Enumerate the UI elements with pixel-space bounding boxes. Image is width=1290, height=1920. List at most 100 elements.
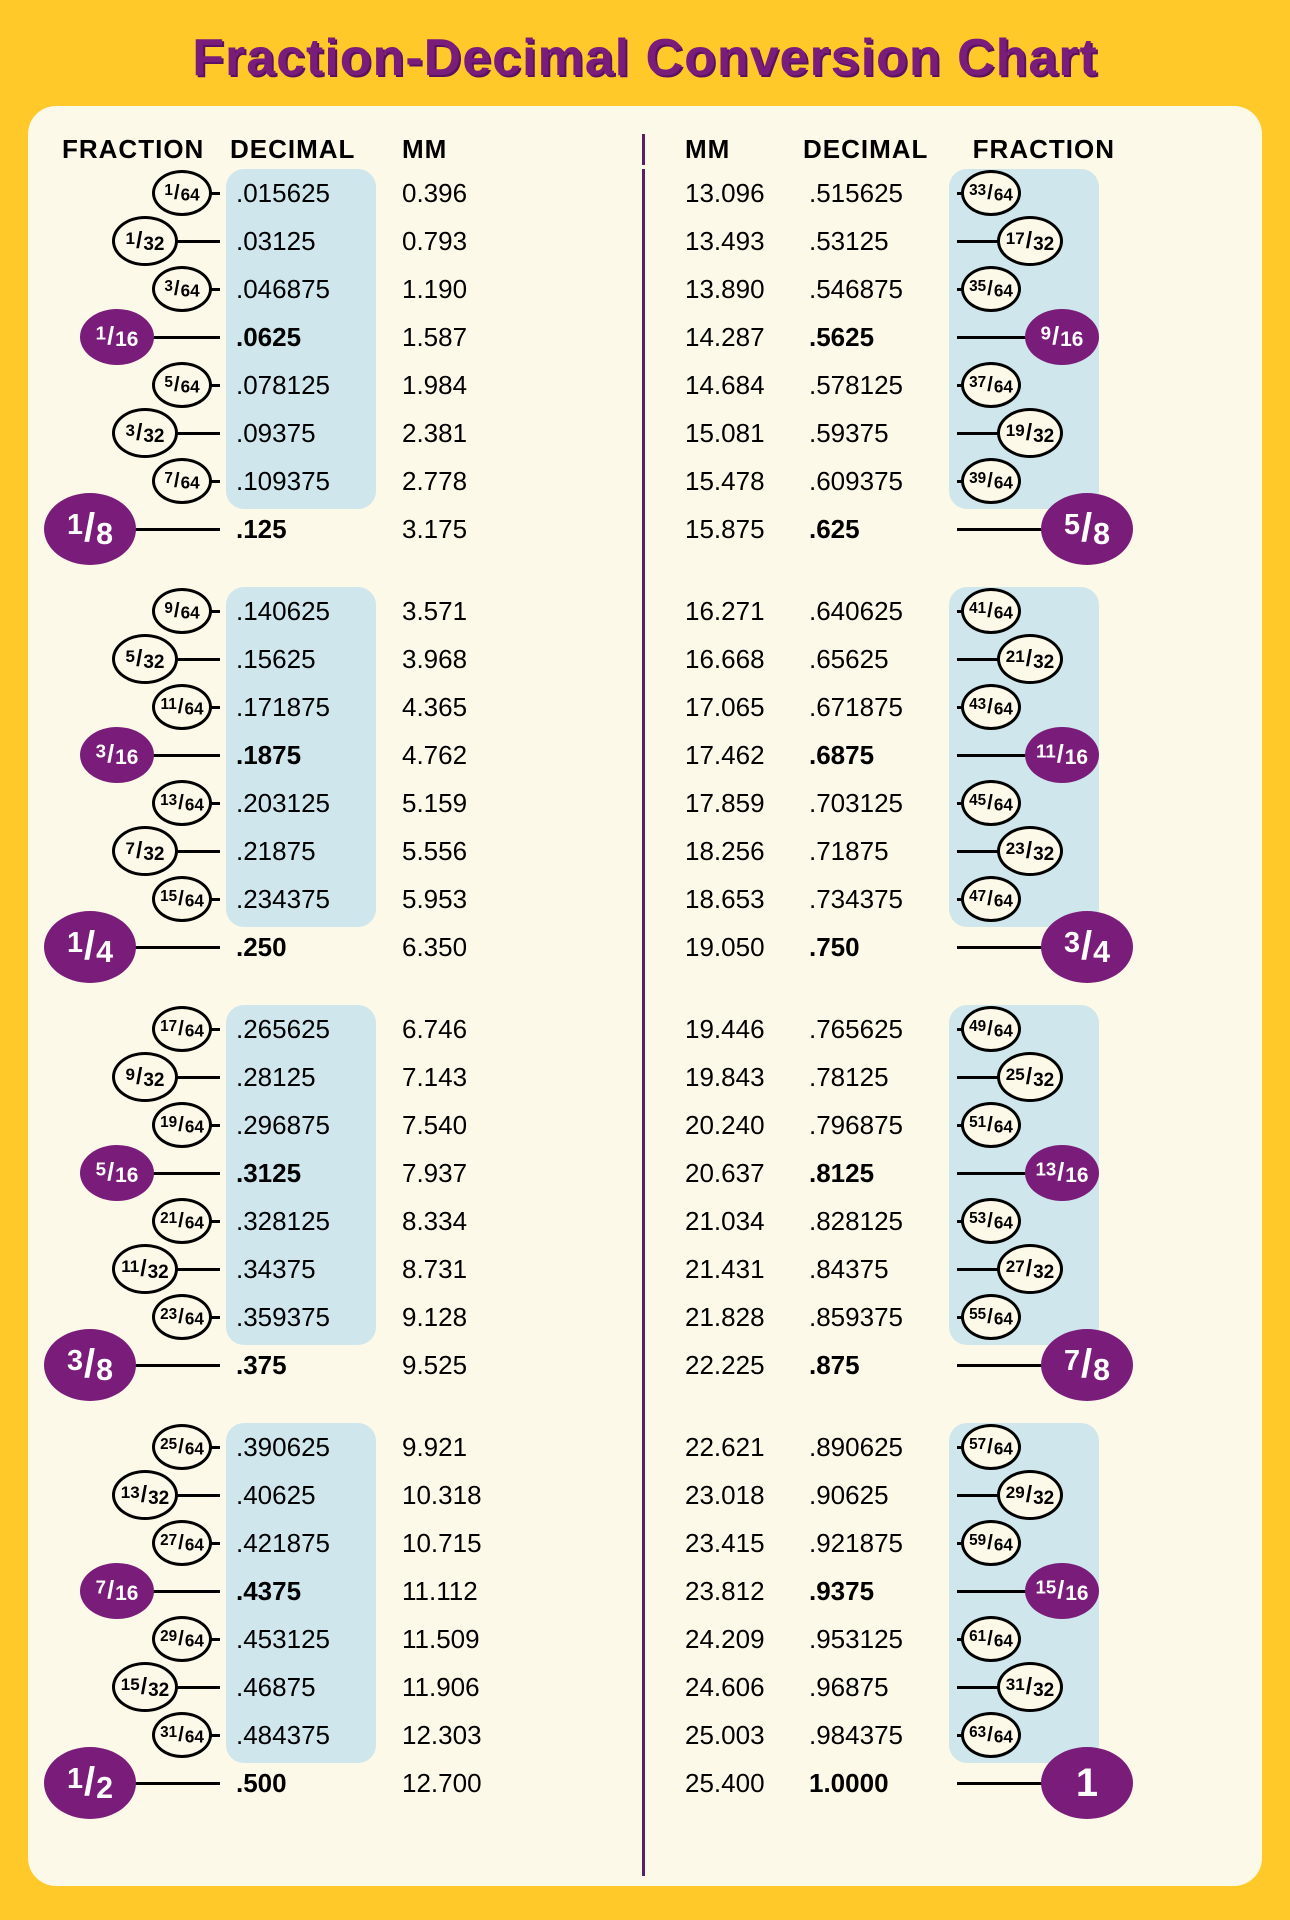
- fraction-bubble: 13/16: [1025, 1145, 1099, 1201]
- fraction-cell: 23/32: [955, 827, 1125, 875]
- table-row: 19/32.5937515.081: [655, 409, 1238, 457]
- fraction-denominator: 64: [185, 1117, 204, 1136]
- mm-cell: 6.350: [382, 932, 522, 963]
- fraction-numerator: 13: [1035, 1158, 1056, 1179]
- fraction-slash: /: [1057, 1158, 1064, 1186]
- fraction-bubble: 9/16: [1025, 309, 1099, 365]
- fraction-numerator: 3: [164, 278, 173, 295]
- fraction-denominator: 8: [96, 517, 113, 551]
- fraction-denominator: 16: [1065, 746, 1088, 769]
- fraction-bubble: 33/64: [961, 170, 1021, 216]
- fraction-denominator: 32: [148, 1487, 169, 1508]
- fraction-denominator: 64: [994, 891, 1013, 910]
- mm-cell: 3.571: [382, 596, 522, 627]
- fraction-cell: 5/8: [955, 505, 1125, 553]
- fraction-denominator: 64: [994, 699, 1013, 718]
- fraction-denominator: 64: [181, 185, 200, 204]
- table-row: 7/8.87522.225: [655, 1341, 1238, 1389]
- table-row: 57/64.89062522.621: [655, 1423, 1238, 1471]
- table-row: 3/4.75019.050: [655, 923, 1238, 971]
- fraction-slash: /: [1026, 1063, 1032, 1089]
- fraction-denominator: 64: [185, 1727, 204, 1746]
- fraction-slash: /: [178, 887, 184, 910]
- fraction-slash: /: [174, 277, 180, 300]
- fraction-cell: 61/64: [955, 1615, 1125, 1663]
- fraction-bubble: 11/64: [152, 684, 212, 730]
- decimal-cell: .515625: [795, 178, 955, 209]
- decimal-cell: .453125: [222, 1624, 382, 1655]
- fraction-numerator: 5: [1064, 509, 1080, 541]
- fraction-slash: /: [1026, 419, 1032, 445]
- fraction-slash: /: [1081, 924, 1092, 968]
- mm-cell: 19.843: [655, 1062, 795, 1093]
- mm-cell: 8.731: [382, 1254, 522, 1285]
- decimal-cell: .703125: [795, 788, 955, 819]
- fraction-denominator: 64: [185, 795, 204, 814]
- mm-cell: 22.225: [655, 1350, 795, 1381]
- fraction-slash: /: [174, 599, 180, 622]
- fraction-bubble: 11/16: [1025, 727, 1099, 783]
- table-row: 11.000025.400: [655, 1759, 1238, 1807]
- fraction-cell: 1/64: [52, 169, 222, 217]
- mm-cell: 11.112: [382, 1576, 522, 1607]
- mm-cell: 24.606: [655, 1672, 795, 1703]
- decimal-cell: .390625: [222, 1432, 382, 1463]
- fraction-cell: 19/32: [955, 409, 1125, 457]
- fraction-bubble: 7/64: [152, 458, 212, 504]
- fraction-numerator: 31: [160, 1724, 177, 1741]
- fraction-cell: 1/2: [52, 1759, 222, 1807]
- fraction-bubble: 3/32: [112, 408, 178, 458]
- fraction-slash: /: [178, 1531, 184, 1554]
- fraction-numerator: 3: [1064, 927, 1080, 959]
- table-row: 55/64.85937521.828: [655, 1293, 1238, 1341]
- fraction-denominator: 32: [1033, 1679, 1054, 1700]
- table-row: 5/64.0781251.984: [52, 361, 632, 409]
- decimal-cell: .625: [795, 514, 955, 545]
- fraction-bubble: 9/32: [112, 1052, 178, 1102]
- table-row: 31/64.48437512.303: [52, 1711, 632, 1759]
- fraction-cell: 27/32: [955, 1245, 1125, 1293]
- fraction-numerator: 3: [67, 1345, 83, 1377]
- decimal-cell: .578125: [795, 370, 955, 401]
- decimal-cell: .1875: [222, 740, 382, 771]
- table-row: 61/64.95312524.209: [655, 1615, 1238, 1663]
- fraction-slash: /: [84, 506, 95, 550]
- fraction-whole: 1: [1076, 1761, 1098, 1806]
- decimal-cell: .96875: [795, 1672, 955, 1703]
- table-row: 5/32.156253.968: [52, 635, 632, 683]
- fraction-cell: 21/64: [52, 1197, 222, 1245]
- fraction-slash: /: [1026, 1673, 1032, 1699]
- fraction-denominator: 32: [143, 843, 164, 864]
- fraction-numerator: 5: [164, 374, 173, 391]
- table-row: 51/64.79687520.240: [655, 1101, 1238, 1149]
- fraction-cell: 13/16: [955, 1149, 1125, 1197]
- decimal-cell: .109375: [222, 466, 382, 497]
- fraction-numerator: 17: [160, 1018, 177, 1035]
- table-row: 3/16.18754.762: [52, 731, 632, 779]
- decimal-cell: .140625: [222, 596, 382, 627]
- hdr-fraction-left: FRACTION: [52, 134, 222, 165]
- fraction-numerator: 1: [67, 509, 83, 541]
- table-row: 47/64.73437518.653: [655, 875, 1238, 923]
- fraction-slash: /: [987, 1305, 993, 1328]
- fraction-denominator: 32: [1033, 1069, 1054, 1090]
- fraction-cell: 31/32: [955, 1663, 1125, 1711]
- fraction-slash: /: [107, 1576, 114, 1604]
- fraction-numerator: 35: [969, 278, 986, 295]
- fraction-denominator: 64: [994, 1727, 1013, 1746]
- fraction-denominator: 2: [96, 1771, 113, 1805]
- fraction-cell: 3/16: [52, 731, 222, 779]
- table-row: 11/32.343758.731: [52, 1245, 632, 1293]
- mm-cell: 18.256: [655, 836, 795, 867]
- mm-cell: 20.240: [655, 1110, 795, 1141]
- mm-cell: 0.396: [382, 178, 522, 209]
- group: 49/64.76562519.44625/32.7812519.84351/64…: [655, 1005, 1238, 1389]
- fraction-cell: 59/64: [955, 1519, 1125, 1567]
- decimal-cell: .265625: [222, 1014, 382, 1045]
- mm-cell: 1.587: [382, 322, 522, 353]
- mm-cell: 0.793: [382, 226, 522, 257]
- fraction-bubble: 1/4: [44, 911, 136, 983]
- fraction-bubble: 41/64: [961, 588, 1021, 634]
- fraction-bubble: 1: [1041, 1747, 1133, 1819]
- fraction-numerator: 7: [96, 1576, 106, 1597]
